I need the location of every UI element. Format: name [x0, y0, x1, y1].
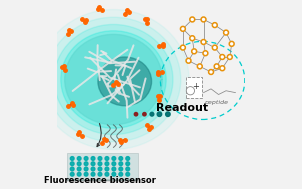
Circle shape [84, 157, 88, 160]
Text: Readout: Readout [156, 103, 208, 113]
Text: Fluorescence biosensor: Fluorescence biosensor [44, 177, 156, 185]
Circle shape [157, 112, 162, 116]
Circle shape [119, 157, 123, 160]
Circle shape [112, 162, 116, 166]
Ellipse shape [61, 31, 166, 128]
FancyArrowPatch shape [97, 124, 101, 147]
Circle shape [98, 157, 102, 160]
Circle shape [77, 172, 81, 176]
Circle shape [126, 167, 130, 171]
Circle shape [98, 172, 102, 176]
Circle shape [212, 23, 217, 28]
Circle shape [112, 167, 116, 171]
Circle shape [91, 172, 95, 176]
Circle shape [181, 45, 185, 50]
Circle shape [209, 70, 214, 74]
Circle shape [214, 64, 219, 69]
Circle shape [91, 167, 95, 171]
Circle shape [126, 162, 130, 166]
Circle shape [203, 51, 208, 56]
Circle shape [84, 172, 88, 176]
Circle shape [143, 112, 146, 116]
Circle shape [181, 26, 185, 31]
Circle shape [77, 157, 81, 160]
Circle shape [105, 172, 109, 176]
Circle shape [112, 172, 116, 176]
Circle shape [98, 162, 102, 166]
Circle shape [186, 58, 191, 63]
Circle shape [105, 167, 109, 171]
Circle shape [190, 17, 195, 22]
FancyBboxPatch shape [66, 153, 138, 179]
Circle shape [70, 172, 74, 176]
Circle shape [77, 162, 81, 166]
Circle shape [126, 157, 130, 160]
Circle shape [105, 162, 109, 166]
Ellipse shape [98, 57, 152, 106]
Circle shape [186, 87, 194, 95]
Ellipse shape [46, 17, 181, 142]
Ellipse shape [38, 10, 189, 149]
Circle shape [190, 36, 195, 41]
Circle shape [98, 167, 102, 171]
Circle shape [126, 172, 130, 176]
Circle shape [105, 157, 109, 160]
Circle shape [220, 66, 225, 71]
Circle shape [223, 30, 229, 35]
Circle shape [201, 40, 206, 44]
Circle shape [134, 112, 138, 116]
Circle shape [119, 167, 123, 171]
Ellipse shape [65, 34, 162, 125]
Ellipse shape [54, 24, 173, 135]
Text: +: + [193, 82, 200, 91]
Circle shape [70, 162, 74, 166]
Circle shape [70, 167, 74, 171]
Circle shape [212, 45, 217, 50]
Circle shape [70, 157, 74, 160]
Circle shape [150, 112, 154, 116]
FancyBboxPatch shape [66, 179, 138, 181]
Circle shape [84, 167, 88, 171]
Circle shape [91, 157, 95, 160]
Circle shape [227, 55, 232, 59]
Circle shape [220, 55, 225, 59]
Circle shape [119, 172, 123, 176]
Circle shape [77, 167, 81, 171]
Circle shape [165, 112, 170, 116]
Text: peptide: peptide [204, 100, 228, 105]
Circle shape [91, 162, 95, 166]
Bar [186, 77, 202, 98]
Circle shape [84, 162, 88, 166]
Circle shape [119, 162, 123, 166]
Circle shape [229, 41, 234, 46]
Circle shape [112, 157, 116, 160]
Circle shape [197, 64, 202, 69]
Circle shape [201, 17, 206, 22]
Circle shape [192, 49, 197, 54]
